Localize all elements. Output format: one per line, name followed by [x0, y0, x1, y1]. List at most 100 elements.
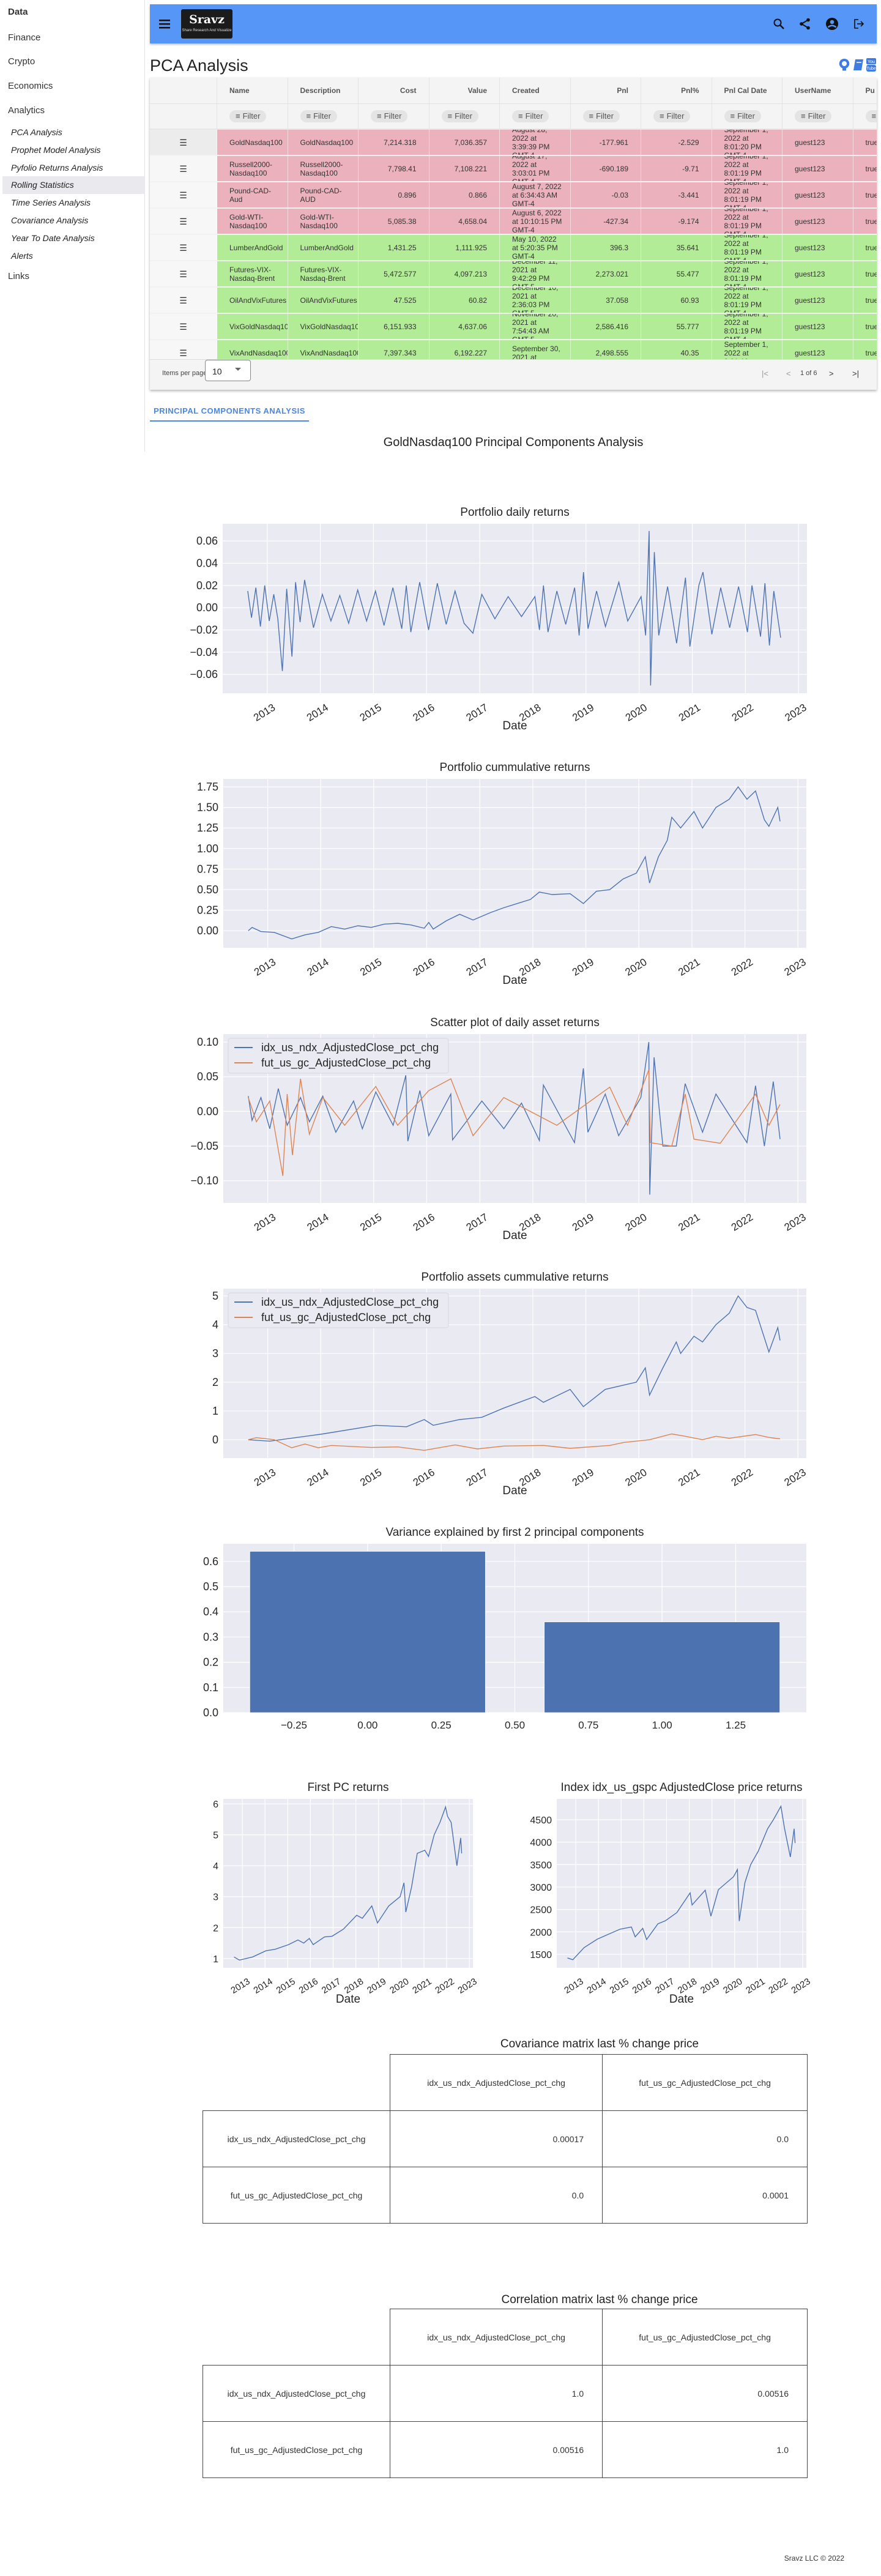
menu-icon[interactable] — [158, 17, 173, 31]
row-menu-cell[interactable]: ☰ — [150, 130, 217, 155]
column-header-cost[interactable]: Cost — [359, 78, 429, 103]
svg-text:Tube: Tube — [866, 67, 876, 71]
filter-button[interactable]: ≡Filter — [724, 110, 761, 122]
account-circle-icon[interactable] — [825, 17, 839, 31]
tab-principal-components-analysis[interactable]: PRINCIPAL COMPONENTS ANALYSIS — [150, 401, 309, 422]
x-tick-label: 2014 — [305, 956, 331, 978]
list-icon[interactable]: ☰ — [179, 216, 187, 226]
column-header-pnl[interactable]: Pnl — [571, 78, 641, 103]
list-icon[interactable]: ☰ — [179, 242, 187, 253]
filter-button[interactable]: ≡Filter — [229, 110, 267, 122]
list-icon[interactable]: ☰ — [179, 321, 187, 332]
table-row[interactable]: ☰ Futures-VIX-Nasdaq-Brent Futures-VIX-Nas… — [150, 261, 877, 288]
filter-button[interactable]: ≡Filter — [441, 110, 478, 122]
x-tick-label: 0.50 — [505, 1719, 525, 1731]
filter-list-icon: ≡ — [377, 111, 382, 121]
sidebar-item-alerts[interactable]: Alerts — [11, 251, 33, 261]
filter-button[interactable]: ≡Filter — [300, 110, 337, 122]
row-menu-cell[interactable]: ☰ — [150, 288, 217, 313]
sidebar-item-economics[interactable]: Economics — [8, 81, 53, 91]
list-icon[interactable]: ☰ — [179, 137, 187, 147]
page-size-select[interactable]: 10 — [205, 360, 251, 381]
table-cell-description: Gold-WTI-Nasdaq100 — [288, 209, 359, 234]
filter-button[interactable]: ≡Filter — [865, 110, 877, 122]
grid-body[interactable]: ☰ GoldNasdaq100 GoldNasdaq100 7,214.318 7,03… — [150, 130, 877, 359]
search-icon[interactable] — [771, 17, 786, 31]
sidebar-item-finance[interactable]: Finance — [8, 32, 41, 43]
series-line-fut_us_gc_AdjustedClose_pct_chg — [248, 1070, 781, 1176]
sidebar-item-prophet-model-analysis[interactable]: Prophet Model Analysis — [11, 145, 101, 155]
table-cell-pnl-: -3.441 — [641, 182, 712, 207]
table-row[interactable]: ☰ Gold-WTI-Nasdaq100 Gold-WTI-Nasdaq100 5,0… — [150, 209, 877, 235]
x-tick-label: 2021 — [676, 1211, 702, 1233]
table-row[interactable]: ☰ Pound-CAD-Aud Pound-CAD-AUD 0.896 0.866 Aug… — [150, 182, 877, 209]
sidebar-item-time-series-analysis[interactable]: Time Series Analysis — [11, 198, 91, 207]
table-cell-name: Futures-VIX-Nasdaq-Brent — [217, 261, 288, 286]
last-page-button[interactable]: >| — [852, 369, 859, 378]
first-page-button[interactable]: |< — [762, 369, 768, 378]
logout-icon[interactable] — [852, 17, 866, 31]
sidebar-item-data[interactable]: Data — [8, 7, 28, 17]
column-header-name[interactable]: Name — [217, 78, 288, 103]
x-tick-label: 2015 — [275, 1976, 297, 1996]
sidebar-item-rolling-statistics[interactable]: Rolling Statistics — [11, 180, 74, 190]
table-row[interactable]: ☰ VixAndNasdaq100 VixAndNasdaq100 7,397.343… — [150, 340, 877, 359]
list-icon[interactable]: ☰ — [179, 190, 187, 200]
filter-button[interactable]: ≡Filter — [582, 110, 620, 122]
table-row[interactable]: ☰ GoldNasdaq100 GoldNasdaq100 7,214.318 7,03… — [150, 130, 877, 156]
table-row[interactable]: ☰ Russell2000-Nasdaq100 Russell2000-Nasdaq… — [150, 156, 877, 182]
previous-page-button[interactable]: < — [786, 369, 791, 378]
table-cell-pnl-: 35.641 — [641, 235, 712, 260]
table-cell-cost: 1,431.25 — [359, 235, 429, 260]
sidebar-item-pca-analysis[interactable]: PCA Analysis — [11, 127, 62, 137]
column-header-description[interactable]: Description — [288, 78, 359, 103]
table-row[interactable]: ☰ OilAndVixFutures OilAndVixFutures 47.525 6… — [150, 288, 877, 314]
next-page-button[interactable]: > — [829, 369, 834, 378]
sidebar-item-links[interactable]: Links — [8, 271, 30, 281]
list-icon[interactable]: ☰ — [179, 163, 187, 174]
table-cell-created: December 10, 2021 at 2:36:03 PM GMT-5 — [500, 288, 571, 313]
row-menu-cell[interactable]: ☰ — [150, 209, 217, 234]
youtube-icon[interactable]: You Tube — [866, 58, 878, 72]
table-row[interactable]: ☰ LumberAndGold LumberAndGold 1,431.25 1,111… — [150, 235, 877, 261]
row-menu-cell[interactable]: ☰ — [150, 340, 217, 359]
sidebar-item-year-to-date-analysis[interactable]: Year To Date Analysis — [11, 233, 95, 243]
sidebar-item-analytics[interactable]: Analytics — [8, 105, 45, 116]
y-tick-label: 2000 — [530, 1927, 552, 1938]
table-cell-username: guest123 — [782, 288, 853, 313]
filter-button[interactable]: ≡Filter — [795, 110, 832, 122]
row-menu-cell[interactable]: ☰ — [150, 235, 217, 260]
column-header-pnl-cal-date[interactable]: Pnl Cal Date — [712, 78, 782, 103]
row-menu-cell[interactable]: ☰ — [150, 314, 217, 339]
column-header-pu[interactable]: Pu — [853, 78, 877, 103]
row-menu-cell[interactable]: ☰ — [150, 261, 217, 286]
sidebar-item-pyfolio-returns-analysis[interactable]: Pyfolio Returns Analysis — [11, 163, 103, 173]
list-icon[interactable]: ☰ — [179, 348, 187, 358]
filter-button[interactable]: ≡Filter — [653, 110, 691, 122]
list-icon[interactable]: ☰ — [179, 269, 187, 279]
row-menu-cell[interactable]: ☰ — [150, 156, 217, 181]
filter-button[interactable]: ≡Filter — [371, 110, 408, 122]
sidebar-active-highlight — [2, 176, 145, 194]
sidebar-item-crypto[interactable]: Crypto — [8, 56, 35, 67]
column-header-username[interactable]: UserName — [782, 78, 853, 103]
sidebar-item-covariance-analysis[interactable]: Covariance Analysis — [11, 215, 89, 225]
x-tick-label: 2020 — [388, 1976, 411, 1996]
book-icon[interactable] — [852, 58, 864, 72]
column-header-value[interactable]: Value — [429, 78, 500, 103]
row-menu-cell[interactable]: ☰ — [150, 182, 217, 207]
filter-button[interactable]: ≡Filter — [512, 110, 549, 122]
github-icon[interactable] — [838, 58, 850, 72]
table-cell-pnl-: -9.71 — [641, 156, 712, 181]
share-icon[interactable] — [798, 17, 812, 31]
x-tick-label: 2013 — [251, 701, 277, 723]
sravz-logo[interactable]: Sravz Share Research And Visualize — [181, 9, 232, 39]
table-cell-description: OilAndVixFutures — [288, 288, 359, 313]
y-tick-label: 0.05 — [197, 1071, 218, 1083]
column-header-created[interactable]: Created — [500, 78, 571, 103]
table-cell-cost: 7,397.343 — [359, 340, 429, 359]
table-row[interactable]: ☰ VixGoldNasdaq100 VixGoldNasdaq100 6,151.9… — [150, 314, 877, 340]
list-icon[interactable]: ☰ — [179, 295, 187, 305]
bar-pc2 — [544, 1621, 781, 1713]
column-header-pnl-[interactable]: Pnl% — [641, 78, 712, 103]
